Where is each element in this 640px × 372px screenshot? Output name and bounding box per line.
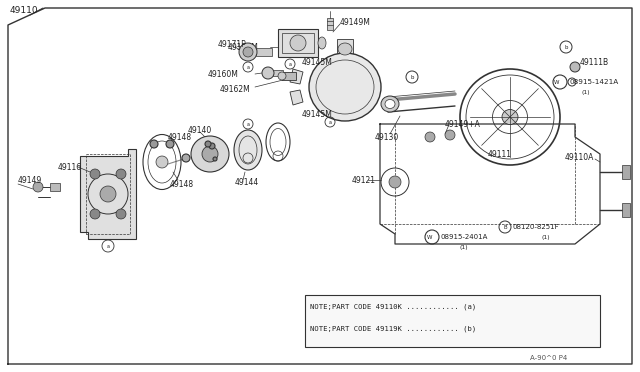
- Text: 08915-2401A: 08915-2401A: [441, 234, 488, 240]
- Bar: [337, 39, 353, 57]
- Circle shape: [425, 132, 435, 142]
- Circle shape: [116, 209, 126, 219]
- Text: 49170M: 49170M: [228, 42, 259, 51]
- Ellipse shape: [381, 96, 399, 112]
- Bar: [256, 48, 272, 56]
- Circle shape: [150, 140, 158, 148]
- Text: (1): (1): [542, 234, 550, 240]
- Circle shape: [239, 43, 257, 61]
- Text: 49160M: 49160M: [208, 70, 239, 78]
- Bar: [278, 29, 318, 57]
- Text: W: W: [428, 234, 433, 240]
- Circle shape: [290, 35, 306, 51]
- Ellipse shape: [318, 37, 326, 49]
- Circle shape: [202, 146, 218, 162]
- Bar: [305, 295, 600, 347]
- Text: 49149M: 49149M: [340, 17, 371, 26]
- Text: 49111: 49111: [488, 150, 512, 158]
- Circle shape: [166, 140, 174, 148]
- Text: 49145M: 49145M: [302, 58, 333, 67]
- Circle shape: [205, 141, 211, 147]
- Text: (1): (1): [582, 90, 591, 94]
- Bar: [327, 18, 333, 30]
- Text: 49149+A: 49149+A: [445, 119, 481, 128]
- Bar: [622, 203, 630, 217]
- Text: a: a: [289, 61, 291, 67]
- Text: 49148: 49148: [170, 180, 194, 189]
- Bar: [86, 154, 130, 234]
- Text: 49171P: 49171P: [218, 39, 247, 48]
- Text: a: a: [106, 244, 109, 248]
- Text: A-90^0 P4: A-90^0 P4: [530, 355, 567, 361]
- Text: a: a: [328, 119, 332, 125]
- Ellipse shape: [278, 72, 286, 80]
- Text: 49111B: 49111B: [580, 58, 609, 67]
- Circle shape: [243, 47, 253, 57]
- Circle shape: [570, 62, 580, 72]
- Circle shape: [445, 130, 455, 140]
- Text: 49116: 49116: [58, 163, 82, 171]
- Text: 49148: 49148: [168, 132, 192, 141]
- Text: 49149: 49149: [18, 176, 42, 185]
- Circle shape: [116, 169, 126, 179]
- Bar: [50, 183, 60, 191]
- Text: a: a: [246, 64, 250, 70]
- Circle shape: [90, 169, 100, 179]
- Text: W: W: [554, 80, 560, 84]
- Ellipse shape: [234, 130, 262, 170]
- Text: 49121: 49121: [352, 176, 376, 185]
- Text: B: B: [503, 224, 507, 230]
- Text: NOTE;PART CODE 49110K ............ (a): NOTE;PART CODE 49110K ............ (a): [310, 304, 476, 310]
- Ellipse shape: [338, 43, 352, 55]
- Text: 49145M: 49145M: [302, 109, 333, 119]
- Text: 49110: 49110: [10, 6, 38, 15]
- Circle shape: [182, 154, 190, 162]
- Text: 49144: 49144: [235, 177, 259, 186]
- Circle shape: [33, 182, 43, 192]
- Text: (1): (1): [460, 246, 468, 250]
- Ellipse shape: [191, 136, 229, 172]
- Ellipse shape: [385, 99, 395, 109]
- Circle shape: [213, 157, 217, 161]
- Bar: [282, 33, 314, 53]
- Bar: [282, 72, 296, 80]
- Text: b: b: [410, 74, 413, 80]
- Circle shape: [100, 186, 116, 202]
- Circle shape: [389, 176, 401, 188]
- Text: a: a: [246, 122, 250, 126]
- Circle shape: [209, 143, 215, 149]
- Text: 49162M: 49162M: [220, 84, 251, 93]
- Bar: [622, 165, 630, 179]
- Bar: [273, 70, 283, 76]
- Polygon shape: [290, 69, 303, 84]
- Polygon shape: [290, 90, 303, 105]
- Text: b: b: [564, 45, 568, 49]
- Circle shape: [156, 156, 168, 168]
- Polygon shape: [80, 149, 136, 239]
- Text: 08915-1421A: 08915-1421A: [570, 79, 620, 85]
- Text: 49130: 49130: [375, 132, 399, 141]
- Ellipse shape: [502, 109, 518, 125]
- Text: 49140: 49140: [188, 125, 212, 135]
- Text: 08120-8251F: 08120-8251F: [513, 224, 559, 230]
- Circle shape: [90, 209, 100, 219]
- Circle shape: [262, 67, 274, 79]
- Text: 49110A: 49110A: [565, 153, 595, 161]
- Text: NOTE;PART CODE 49119K ............ (b): NOTE;PART CODE 49119K ............ (b): [310, 326, 476, 332]
- Ellipse shape: [309, 53, 381, 121]
